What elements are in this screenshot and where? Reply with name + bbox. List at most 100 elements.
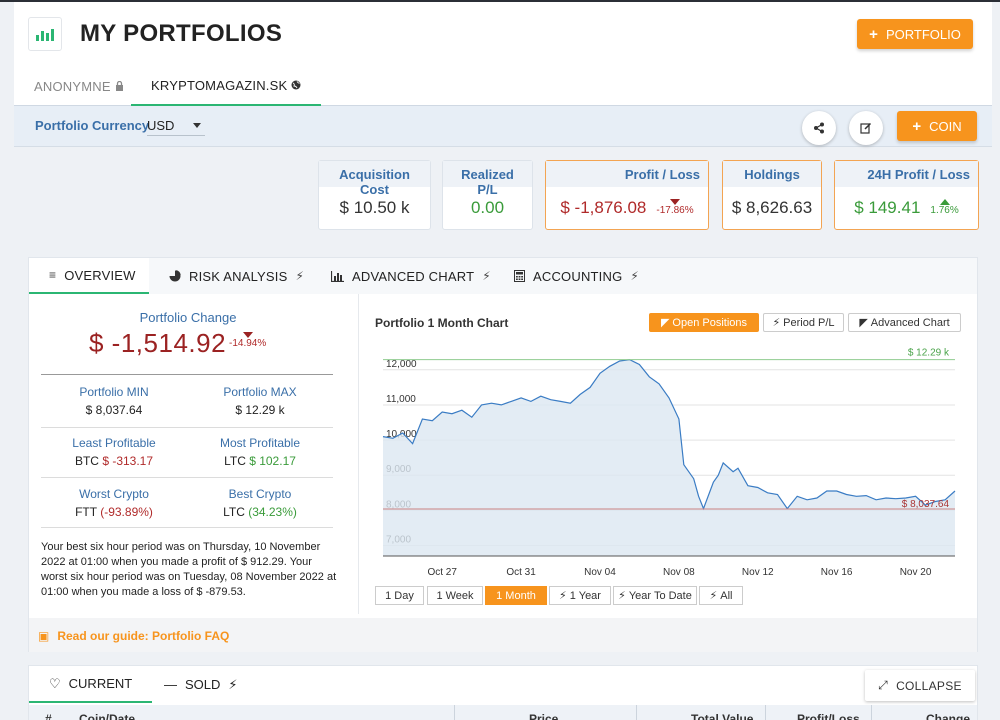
column-separator	[454, 705, 455, 720]
tab-advanced-chart[interactable]: ADVANCED CHART ⚡︎	[311, 258, 511, 294]
stat-label: Portfolio MIN	[79, 385, 149, 399]
tab-sold[interactable]: — SOLD ⚡︎	[144, 666, 258, 703]
x-tick-label: Nov 16	[821, 567, 853, 578]
coin-symbol: BTC	[74, 454, 99, 468]
card-title: Realized P/L	[443, 161, 532, 197]
button-label: All	[720, 589, 733, 602]
overview-panel: ≡ OVERVIEW RISK ANALYSIS ⚡︎ ADVANCED CHA…	[28, 257, 978, 652]
arrow-down-icon	[670, 199, 680, 205]
divider	[41, 527, 333, 528]
profit-loss-value: $ -1,876.08	[560, 198, 647, 217]
area-chart-icon: ◤	[859, 317, 868, 329]
page-title: MY PORTFOLIOS	[80, 20, 283, 47]
card-title: 24H Profit / Loss	[835, 161, 978, 187]
least-profitable: Least Profitable BTC $ -313.17	[39, 436, 189, 468]
stat-label: Least Profitable	[72, 436, 156, 450]
open-positions-button[interactable]: ◤ Open Positions	[649, 313, 759, 332]
x-tick-label: Nov 12	[742, 567, 774, 578]
plus-icon: +	[912, 117, 922, 135]
tab-kryptomagazin[interactable]: KRYPTOMAGAZIN.SK	[131, 66, 322, 106]
realized-pl-value: 0.00	[470, 198, 505, 217]
range-1-day[interactable]: 1 Day	[375, 586, 424, 605]
button-label: Year To Date	[628, 589, 692, 602]
add-portfolio-label: PORTFOLIO	[885, 26, 961, 42]
column-header[interactable]: Total Value	[691, 712, 754, 720]
y-tick-label: 12,000	[386, 359, 417, 370]
range-all[interactable]: ⚡︎ All	[699, 586, 743, 605]
min-label: $ 8,037.64	[902, 499, 950, 510]
tab-label: SOLD	[185, 677, 221, 692]
overview-summary: Portfolio Change $ -1,514.92 -14.94% Por…	[29, 294, 359, 614]
edit-button[interactable]	[849, 111, 883, 145]
24h-profit-loss-change: 1.76%	[930, 205, 959, 216]
edit-icon	[860, 122, 872, 134]
tab-accounting[interactable]: ACCOUNTING ⚡︎	[494, 258, 659, 294]
add-coin-button[interactable]: + COIN	[897, 111, 977, 141]
collapse-button[interactable]: ⤢ COLLAPSE	[865, 670, 975, 701]
stat-label: Portfolio MAX	[223, 385, 297, 399]
arrow-down-icon	[242, 332, 253, 338]
portfolio-change-pct: -14.94%	[229, 338, 267, 349]
range-1-year[interactable]: ⚡︎ 1 Year	[549, 586, 611, 605]
coin-symbol: FTT	[75, 505, 97, 519]
button-label: Advanced Chart	[870, 316, 950, 329]
worst-crypto: Worst Crypto FTT (-93.89%)	[39, 487, 189, 519]
range-1-week[interactable]: 1 Week	[427, 586, 483, 605]
divider	[41, 477, 333, 478]
tab-label: CURRENT	[68, 676, 133, 691]
profit-loss-change: -17.86%	[656, 205, 694, 216]
heartbeat-icon: ♡	[49, 675, 61, 691]
column-header[interactable]: #	[45, 712, 52, 720]
portfolio-change-label: Portfolio Change	[139, 310, 237, 325]
range-year-to-date[interactable]: ⚡︎ Year To Date	[613, 586, 697, 605]
tab-anonymne[interactable]: ANONYMNE	[14, 66, 144, 106]
card-title: Acquisition Cost	[319, 161, 430, 197]
add-portfolio-button[interactable]: + PORTFOLIO	[857, 19, 973, 49]
column-separator	[765, 705, 766, 720]
window-top-border	[0, 0, 1000, 2]
max-label: $ 12.29 k	[908, 348, 950, 359]
currency-select[interactable]: USD	[147, 114, 205, 136]
tab-label: ACCOUNTING	[533, 268, 623, 284]
series-area	[383, 359, 955, 556]
stat-label: Best Crypto	[228, 487, 292, 501]
bolt-icon: ⚡︎	[618, 590, 626, 602]
period-pl-button[interactable]: ⚡︎ Period P/L	[763, 313, 844, 332]
coin-symbol: LTC	[224, 454, 246, 468]
portfolio-faq-link[interactable]: ▣ Read our guide: Portfolio FAQ	[29, 618, 977, 652]
range-1-month[interactable]: 1 Month	[485, 586, 547, 605]
realized-pl-card: Realized P/L 0.00	[442, 160, 533, 230]
button-label: 1 Day	[385, 589, 414, 602]
advanced-chart-button[interactable]: ◤ Advanced Chart	[848, 313, 961, 332]
holdings-value: $ 8,626.63	[731, 198, 813, 217]
column-header[interactable]: Price	[529, 712, 559, 720]
bar-chart-icon	[331, 270, 344, 282]
column-separator	[636, 705, 637, 720]
stat-value: $ -313.17	[102, 454, 154, 468]
tab-label: KRYPTOMAGAZIN.SK	[151, 77, 288, 93]
stat-label: Most Profitable	[219, 436, 301, 450]
column-header[interactable]: Change	[926, 712, 971, 720]
x-tick-label: Oct 31	[506, 567, 536, 578]
portfolio-change-value: $ -1,514.92	[89, 328, 227, 358]
currency-value: USD	[147, 118, 175, 133]
button-label: Open Positions	[672, 316, 748, 329]
stat-value: (-93.89%)	[100, 505, 153, 519]
x-tick-label: Nov 08	[663, 567, 695, 578]
tab-current[interactable]: ♡ CURRENT	[29, 666, 153, 703]
currency-label: Portfolio Currency	[35, 118, 150, 133]
list-icon: ≡	[49, 268, 57, 282]
stat-value: $ 8,037.64	[85, 403, 143, 417]
column-header[interactable]: Coin/Date	[79, 712, 136, 720]
series-line	[382, 358, 956, 511]
guide-label: Read our guide: Portfolio FAQ	[57, 629, 230, 643]
share-button[interactable]	[802, 111, 836, 145]
portfolio-max: Portfolio MAX $ 12.29 k	[185, 385, 335, 417]
column-separator	[871, 705, 872, 720]
tab-label: ADVANCED CHART	[352, 268, 475, 284]
tab-overview[interactable]: ≡ OVERVIEW	[29, 258, 149, 294]
tab-risk-analysis[interactable]: RISK ANALYSIS ⚡︎	[149, 258, 324, 294]
stat-label: Worst Crypto	[79, 487, 149, 501]
card-title: Profit / Loss	[546, 161, 708, 187]
column-header[interactable]: Profit/Loss	[797, 712, 860, 720]
